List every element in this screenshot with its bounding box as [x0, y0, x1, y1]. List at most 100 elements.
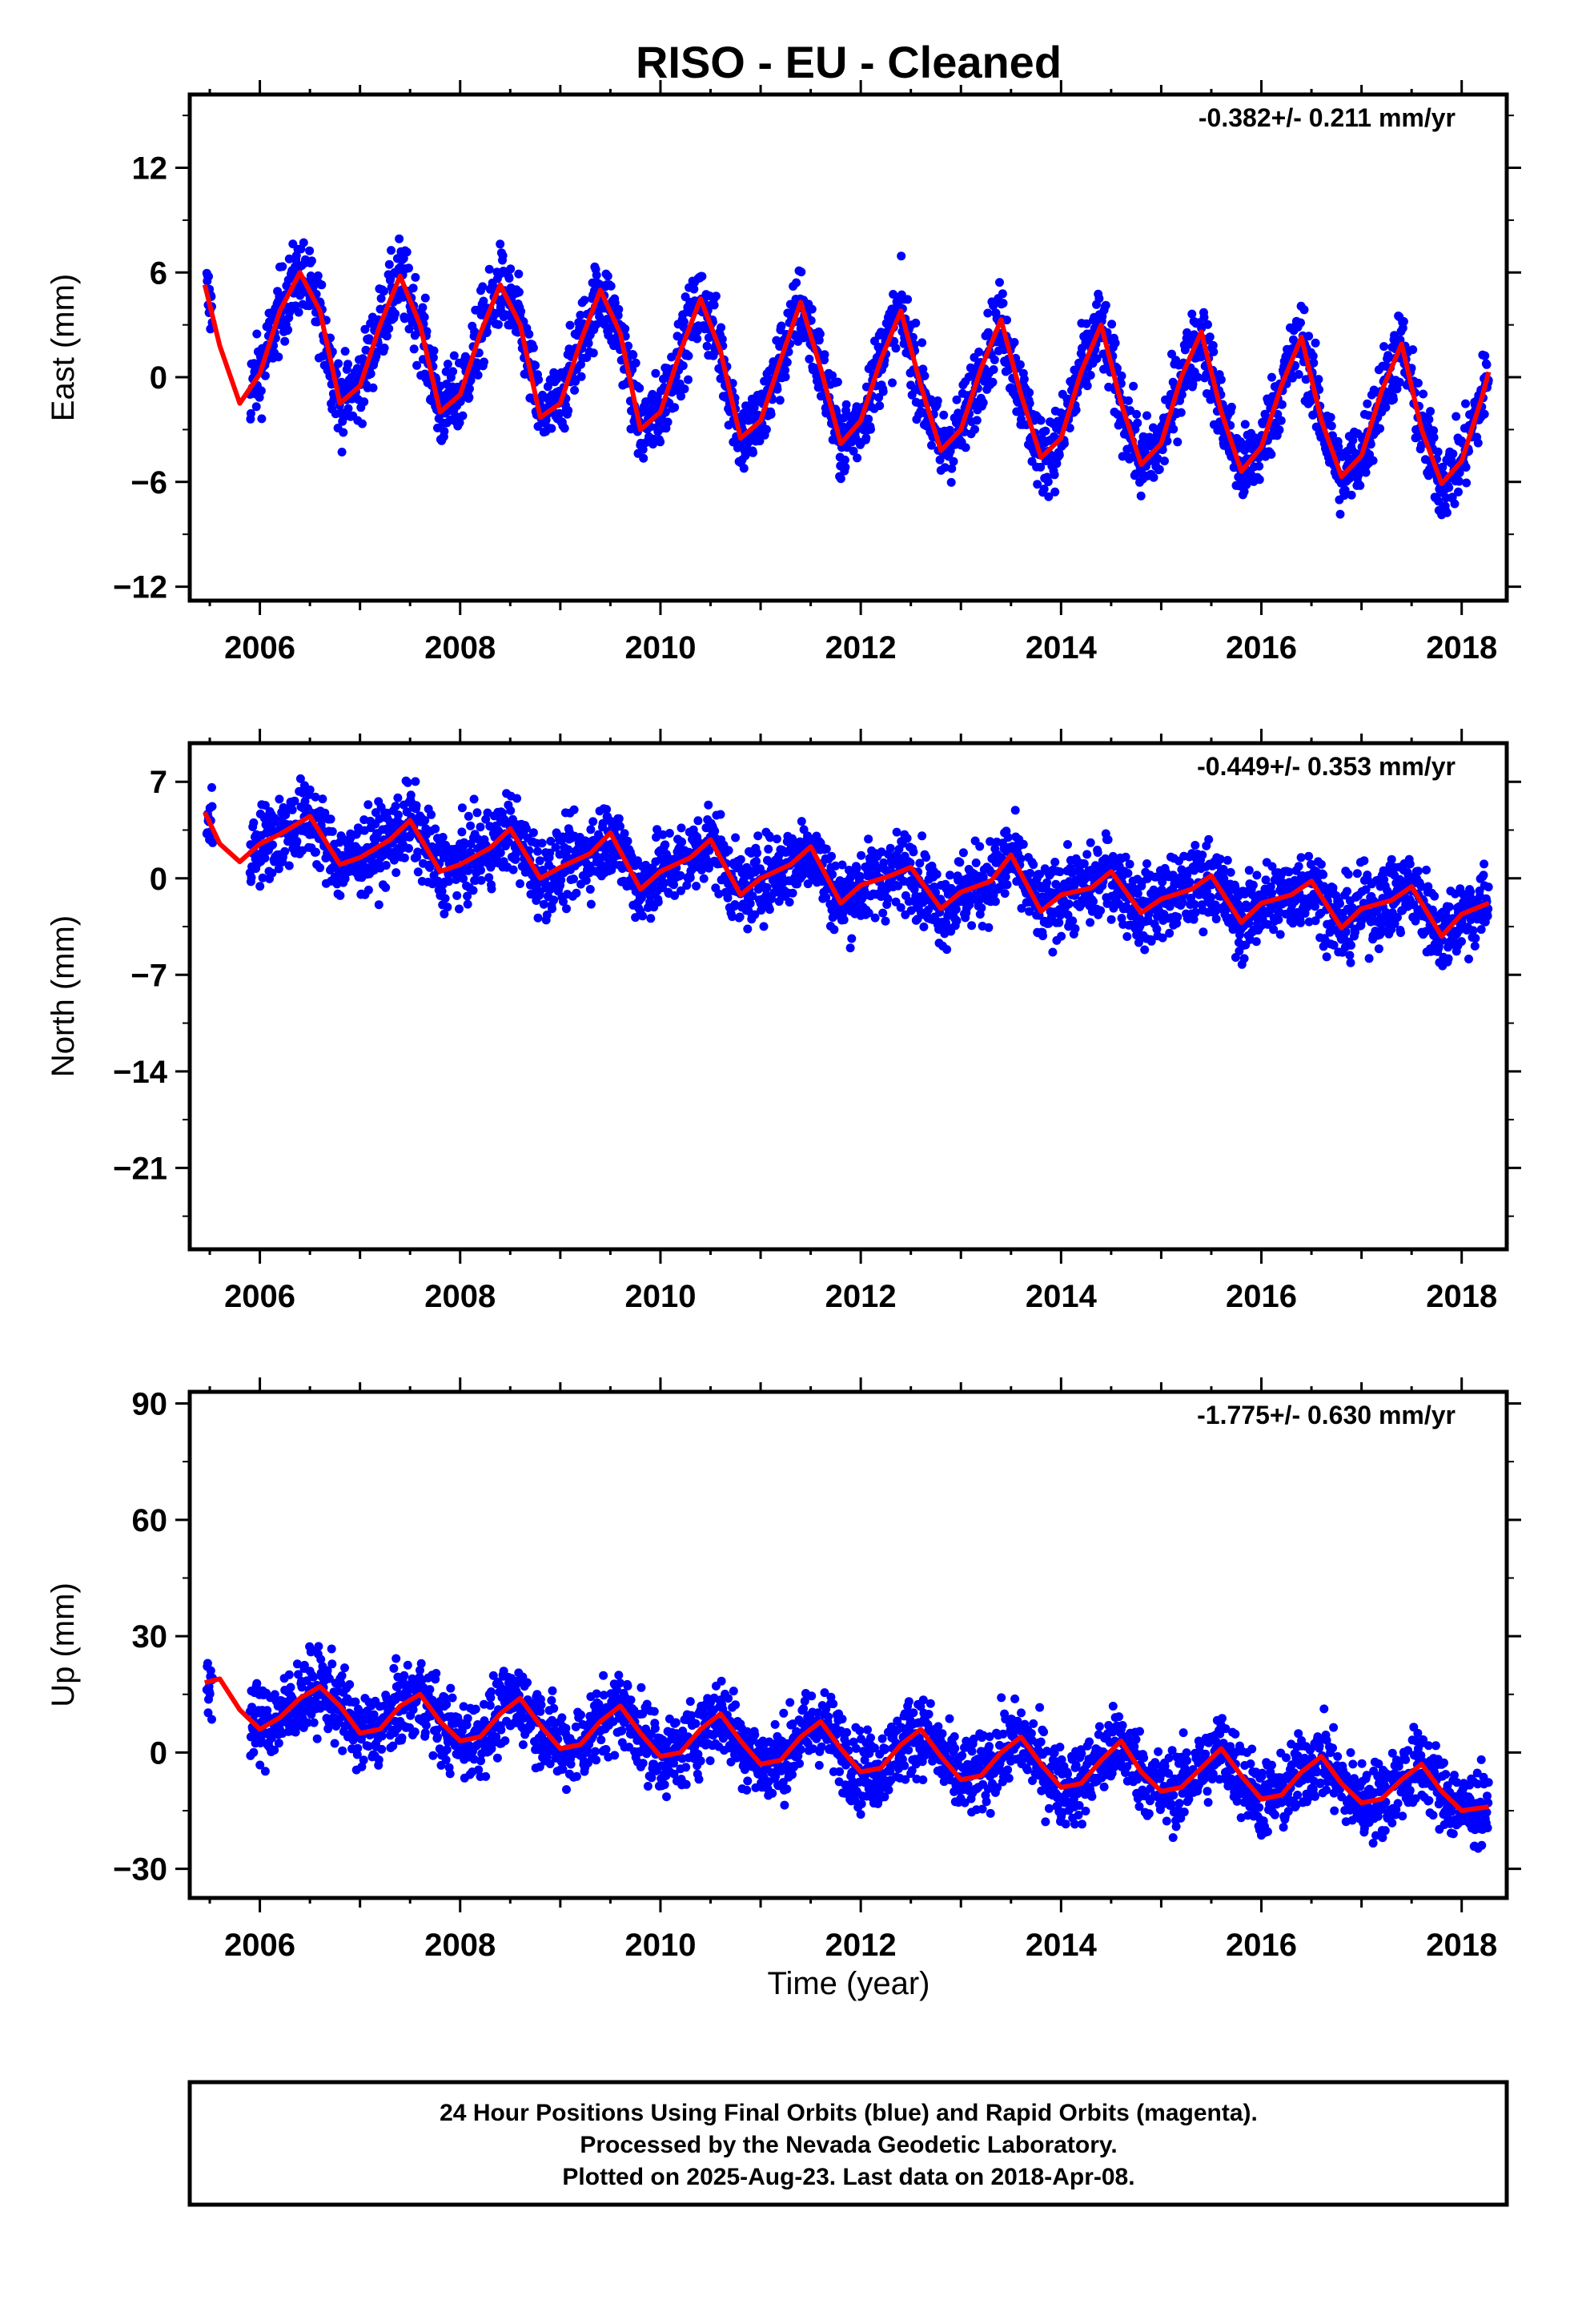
north-observation-point	[1123, 869, 1133, 878]
east-observation-point	[1129, 381, 1138, 391]
north-panel: 2006 2008 2010 2012 2014 2016 2018−21−14−707No…	[46, 729, 1521, 1314]
east-observation-point	[565, 320, 575, 330]
north-observation-point	[404, 843, 413, 853]
east-observation-point	[274, 352, 283, 362]
north-observation-point	[864, 834, 873, 844]
north-observation-point	[1082, 850, 1092, 859]
east-observation-point	[1355, 480, 1365, 490]
east-observation-point	[820, 350, 829, 360]
east-observation-point	[983, 328, 993, 337]
east-observation-point	[251, 402, 261, 412]
east-observation-point	[1334, 442, 1343, 452]
east-observation-point	[1447, 493, 1457, 502]
north-y-tick-label: 7	[150, 765, 167, 800]
east-observation-point	[792, 278, 801, 287]
east-observation-point	[564, 406, 573, 416]
east-panel: 2006 2008 2010 2012 2014 2016 2018−12−60612Eas…	[46, 80, 1521, 665]
east-observation-point	[1480, 351, 1490, 360]
north-observation-point	[1025, 907, 1034, 916]
east-observation-point	[684, 375, 693, 384]
north-observation-point	[714, 889, 724, 899]
north-observation-point	[476, 866, 485, 875]
east-observation-point	[1154, 464, 1164, 474]
east-observation-point	[379, 287, 388, 296]
north-observation-point	[463, 891, 472, 901]
north-observation-point	[952, 916, 962, 926]
north-observation-point	[870, 913, 880, 923]
east-observation-point	[1299, 305, 1309, 315]
north-observation-point	[827, 851, 836, 861]
north-observation-point	[762, 883, 772, 892]
north-observation-point	[300, 797, 310, 806]
north-observation-point	[661, 840, 670, 850]
east-observation-point	[449, 351, 459, 360]
east-observation-point	[1124, 396, 1133, 405]
north-observation-point	[335, 891, 345, 900]
north-observation-point	[546, 836, 556, 846]
east-y-axis-label: East (mm)	[46, 274, 81, 421]
east-observation-point	[920, 371, 930, 380]
east-observation-point	[570, 385, 580, 395]
east-observation-point	[998, 299, 1008, 308]
east-observation-point	[1236, 437, 1246, 447]
east-observation-point	[663, 417, 673, 427]
east-observation-point	[952, 395, 962, 404]
north-y-tick-label: −21	[113, 1151, 167, 1186]
north-observation-point	[958, 848, 968, 858]
east-observation-point	[252, 329, 262, 339]
east-observation-point	[711, 292, 721, 301]
north-observation-point	[821, 844, 831, 854]
north-observation-point	[1133, 889, 1142, 899]
north-observation-point	[919, 922, 929, 931]
north-observation-point	[641, 860, 651, 870]
east-observation-point	[777, 321, 786, 331]
east-observation-point	[280, 336, 290, 346]
east-observation-point	[888, 378, 897, 388]
north-observation-point	[305, 785, 315, 794]
north-observation-point	[586, 899, 596, 909]
east-observation-point	[677, 392, 685, 401]
east-observation-point	[891, 344, 901, 353]
north-observation-point	[1079, 859, 1089, 868]
north-observation-point	[385, 818, 395, 827]
east-observation-point	[828, 371, 837, 380]
east-observation-point	[1275, 425, 1284, 435]
north-observation-point	[542, 911, 552, 919]
east-observation-point	[1433, 447, 1443, 456]
east-observation-point	[610, 298, 620, 308]
east-observation-point	[1015, 360, 1025, 369]
east-observation-point	[638, 444, 648, 454]
east-observation-point	[1361, 468, 1371, 477]
north-observation-point	[1086, 918, 1095, 927]
north-observation-point	[984, 923, 994, 932]
east-observation-point	[412, 360, 422, 370]
east-observation-point	[1294, 370, 1303, 379]
east-observation-point	[1399, 317, 1408, 326]
north-observation-point	[413, 847, 423, 857]
east-observation-point	[1326, 412, 1335, 422]
north-observation-point	[1068, 916, 1078, 926]
north-observation-point	[318, 794, 327, 804]
north-observation-point	[457, 803, 467, 813]
east-observation-point	[670, 403, 680, 412]
east-observation-point	[366, 369, 375, 379]
east-observation-point	[841, 463, 850, 472]
north-observation-point	[1050, 858, 1060, 866]
east-observation-point	[1348, 436, 1358, 445]
east-observation-point	[933, 396, 942, 405]
north-observation-point	[765, 905, 774, 915]
north-observation-point	[909, 885, 919, 894]
north-observation-point	[765, 833, 775, 842]
east-observation-point	[1203, 320, 1212, 329]
north-observation-point	[670, 891, 680, 900]
north-observation-point	[455, 904, 464, 914]
east-observation-point	[1277, 400, 1287, 409]
east-observation-point	[339, 428, 348, 437]
north-observation-point	[1063, 911, 1073, 919]
north-observation-point	[921, 853, 931, 862]
east-observation-point	[473, 370, 483, 380]
north-observation-point	[268, 840, 277, 850]
north-observation-point	[883, 895, 893, 903]
north-observation-point	[1108, 851, 1118, 861]
north-observation-point	[437, 887, 447, 896]
